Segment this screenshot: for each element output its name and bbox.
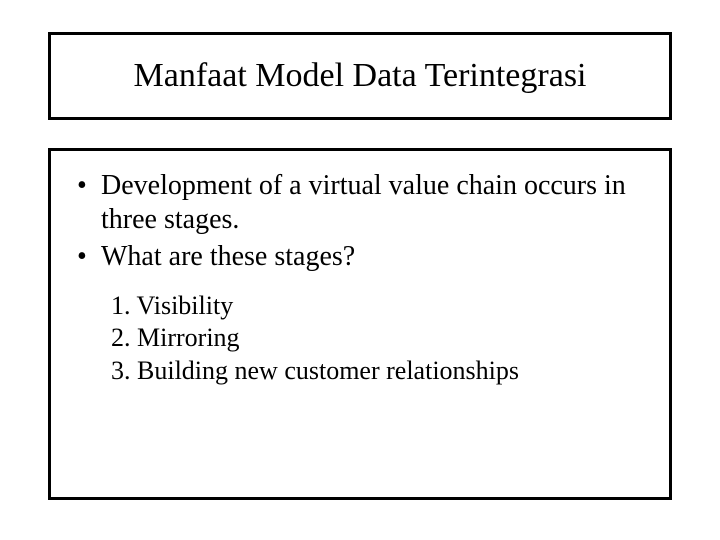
body-box: Development of a virtual value chain occ… [48, 148, 672, 500]
item-text: Mirroring [137, 323, 240, 352]
numbered-list: 1. Visibility 2. Mirroring 3. Building n… [111, 290, 649, 388]
numbered-item: 1. Visibility [111, 290, 649, 323]
slide-title: Manfaat Model Data Terintegrasi [134, 57, 587, 95]
item-number: 2. [111, 322, 131, 355]
numbered-item: 3. Building new customer relationships [111, 355, 649, 388]
item-number: 3. [111, 355, 131, 388]
bullet-item: What are these stages? [71, 240, 649, 274]
bullet-item: Development of a virtual value chain occ… [71, 169, 649, 236]
title-box: Manfaat Model Data Terintegrasi [48, 32, 672, 120]
bullet-text: What are these stages? [101, 241, 355, 272]
item-text: Visibility [137, 291, 234, 320]
numbered-item: 2. Mirroring [111, 322, 649, 355]
item-number: 1. [111, 290, 131, 323]
bullet-text: Development of a virtual value chain occ… [101, 170, 626, 235]
item-text: Building new customer relationships [137, 356, 519, 385]
bullet-list: Development of a virtual value chain occ… [71, 169, 649, 274]
